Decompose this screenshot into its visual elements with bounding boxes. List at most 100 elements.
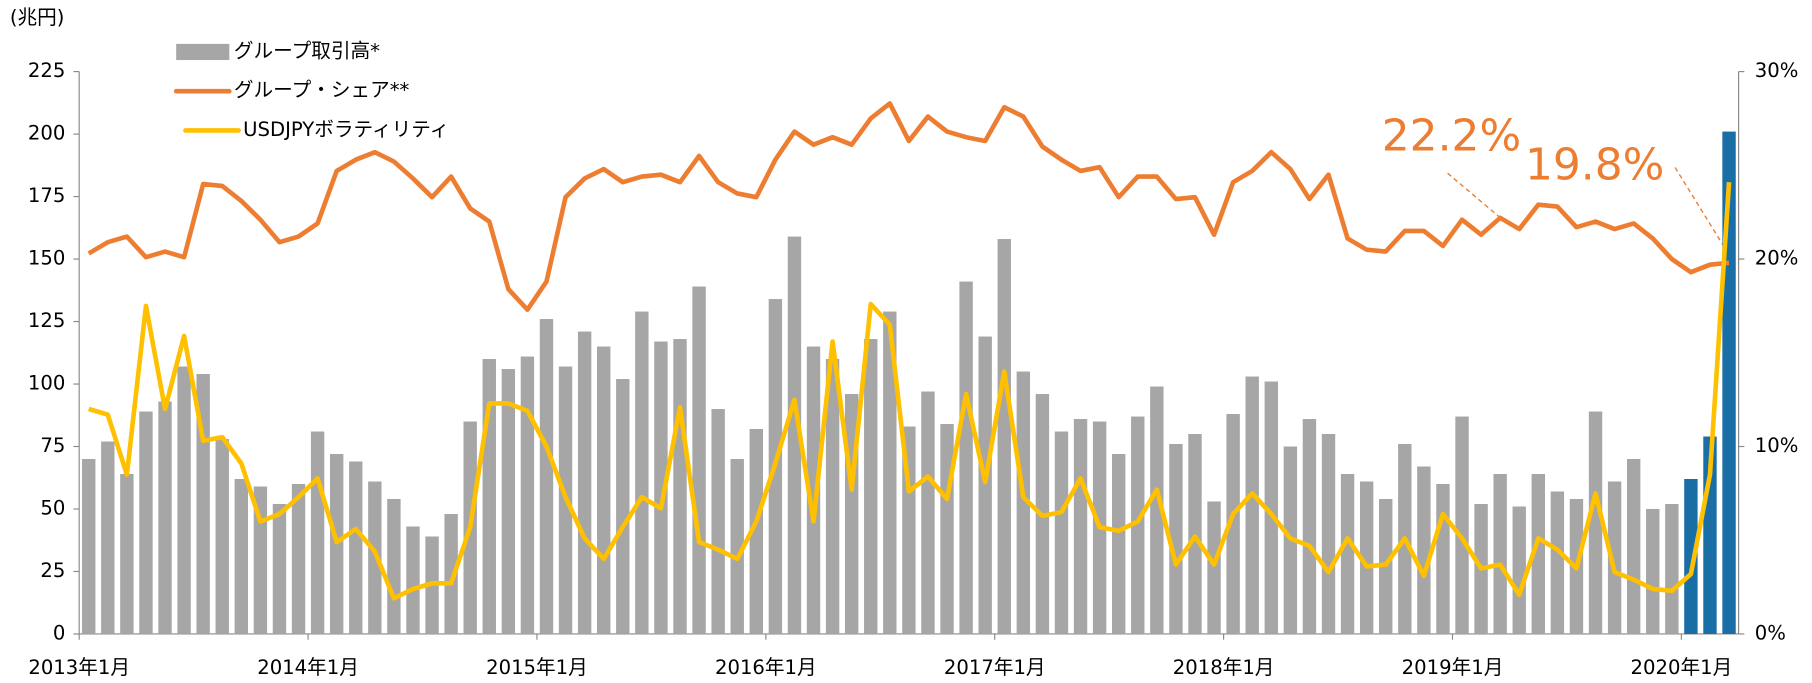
bar: [883, 311, 897, 634]
bar: [1512, 506, 1526, 634]
bar: [978, 336, 992, 634]
bar: [1493, 474, 1507, 634]
bar: [1665, 503, 1679, 634]
bar: [749, 429, 763, 634]
y2-tick-label: 30%: [1755, 59, 1799, 82]
line: [87, 101, 1730, 312]
bar: [1111, 454, 1126, 634]
bar: [139, 411, 153, 634]
bar: [1188, 434, 1202, 634]
bar: [158, 401, 172, 634]
y2-tick-label: 20%: [1755, 247, 1799, 270]
bar: [520, 356, 535, 634]
bar: [1321, 434, 1336, 634]
bar: [1626, 459, 1641, 634]
y-axis-label: (兆円): [10, 6, 65, 29]
bar: [711, 409, 725, 634]
bar: [82, 459, 96, 634]
bar: [1226, 414, 1240, 634]
bar: [291, 483, 306, 634]
bar: [272, 503, 287, 634]
bar: [825, 359, 840, 634]
bar: [1684, 479, 1698, 634]
x-tick-label: 2014年1月: [257, 656, 359, 679]
bar: [1264, 381, 1278, 634]
y-tick-label: 0: [53, 621, 66, 644]
bar: [253, 486, 268, 634]
y-tick-label: 200: [28, 122, 65, 145]
y-tick-label: 75: [40, 434, 65, 457]
bar: [730, 459, 744, 634]
bar: [692, 286, 706, 634]
bar: [482, 359, 496, 634]
bar: [1359, 481, 1374, 634]
y-tick-label: 100: [28, 372, 65, 395]
leader-line: [1447, 172, 1500, 218]
leader-line: [1674, 167, 1725, 247]
bar: [406, 526, 420, 634]
bar: [1131, 416, 1145, 634]
y-tick-label: 225: [28, 59, 65, 82]
bar: [215, 439, 229, 634]
bar: [444, 513, 458, 634]
y-tick-label: 125: [28, 309, 65, 332]
x-tick-label: 2018年1月: [1173, 656, 1275, 679]
bar: [1302, 419, 1317, 634]
bar: [1550, 491, 1565, 634]
bar: [501, 369, 516, 634]
legend-label: グループ・シェア**: [234, 79, 410, 102]
bar: [349, 461, 363, 634]
legend-label: USDJPYボラティリティ: [243, 118, 449, 141]
legend-swatch: [176, 43, 230, 61]
bar: [1455, 416, 1469, 634]
bar: [1646, 508, 1660, 634]
y-tick-label: 25: [40, 559, 65, 582]
bar: [1073, 419, 1088, 634]
x-tick-label: 2020年1月: [1631, 656, 1733, 679]
bar: [1150, 386, 1164, 634]
bar: [577, 331, 592, 634]
bar: [1245, 376, 1259, 634]
bar: [673, 339, 687, 634]
bar: [310, 431, 325, 634]
bar: [616, 379, 630, 634]
bar: [1340, 474, 1355, 634]
bar: [539, 319, 554, 634]
bar: [921, 391, 935, 634]
bar: [387, 498, 401, 634]
bar: [635, 311, 649, 634]
line: [88, 182, 1732, 601]
bar: [654, 341, 668, 634]
bar: [177, 366, 191, 634]
bar: [1588, 411, 1603, 634]
bar: [234, 479, 249, 634]
bar: [368, 481, 382, 634]
legend-label: グループ取引高*: [234, 39, 380, 62]
y-tick-label: 50: [40, 496, 65, 519]
x-tick-label: 2019年1月: [1402, 656, 1504, 679]
bar: [597, 346, 611, 634]
bar: [1417, 466, 1431, 634]
bar: [101, 441, 115, 634]
bar: [1016, 371, 1031, 634]
bar: [959, 281, 973, 634]
y-tick-label: 150: [28, 247, 65, 270]
annotation: 22.2%: [1382, 111, 1521, 162]
x-tick-label: 2017年1月: [944, 656, 1046, 679]
bar: [940, 424, 954, 634]
x-tick-label: 2013年1月: [28, 656, 130, 679]
bar: [1169, 444, 1183, 634]
bar: [806, 346, 821, 634]
x-tick-label: 2016年1月: [715, 656, 817, 679]
bar: [1207, 501, 1221, 634]
bar: [120, 474, 134, 634]
y2-tick-label: 0%: [1755, 621, 1786, 644]
y-tick-label: 175: [28, 184, 65, 207]
annotation: 19.8%: [1525, 139, 1664, 190]
bar: [1054, 431, 1069, 634]
x-tick-label: 2015年1月: [486, 656, 588, 679]
y2-tick-label: 10%: [1755, 434, 1799, 457]
bar: [1531, 474, 1546, 634]
